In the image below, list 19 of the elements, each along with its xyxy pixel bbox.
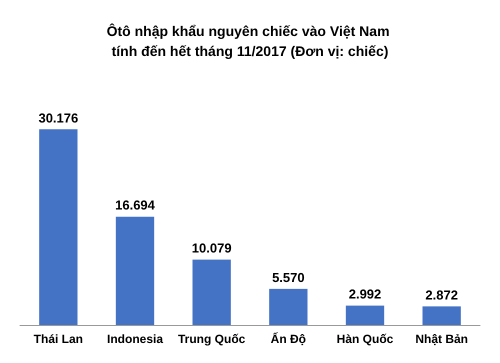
x-tick-label: Ấn Độ	[270, 332, 306, 346]
bar	[39, 129, 78, 325]
x-tick-label: Nhật Bản	[415, 332, 468, 346]
x-tick-label: Thái Lan	[34, 332, 84, 346]
bar	[346, 306, 384, 325]
x-tick-label: Trung Quốc	[178, 332, 246, 346]
data-label: 5.570	[272, 270, 305, 285]
bar	[116, 216, 154, 325]
data-label: 2.992	[348, 286, 382, 302]
bar	[422, 306, 461, 325]
bar	[192, 260, 231, 325]
data-label: 30.176	[38, 110, 78, 126]
data-label: 10.079	[192, 240, 232, 256]
x-tick-label: Indonesia	[106, 332, 164, 346]
bar	[269, 288, 308, 325]
data-label: 16.694	[115, 198, 156, 213]
x-tick-label: Hàn Quốc	[336, 332, 394, 346]
chart-title: Ôtô nhập khẩu nguyên chiếc vào Việt Nam tính đến hết tháng 11/2017 (Đơn vị: chiếc)	[106, 23, 394, 59]
data-label: 2.872	[425, 287, 458, 302]
